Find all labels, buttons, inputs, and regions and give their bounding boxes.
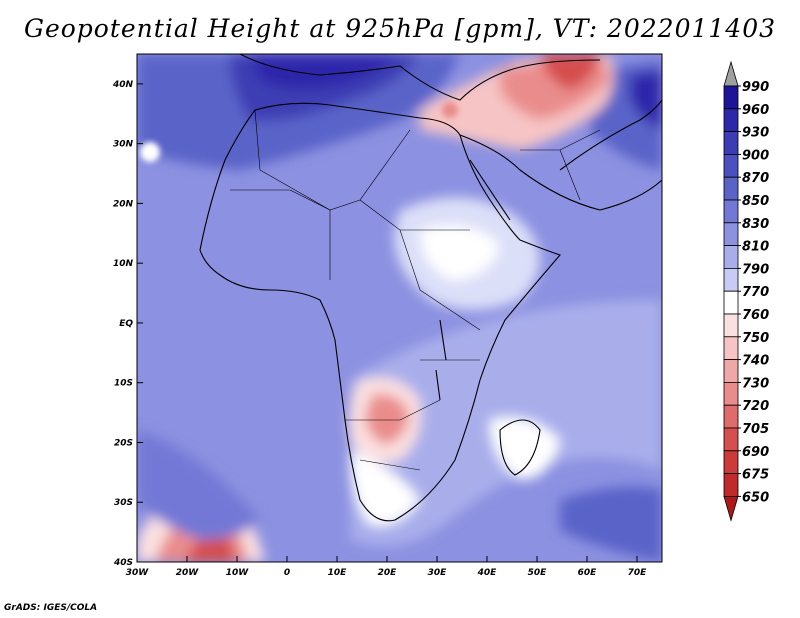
lon-tick-label: 40E: [477, 568, 498, 578]
colorbar-label: 690: [742, 445, 769, 460]
colorbar-swatch: [723, 199, 739, 224]
colorbar-label: 675: [742, 468, 769, 483]
field-band-850-se: [560, 486, 662, 562]
colorbar-swatch: [723, 427, 739, 452]
coastlines: [199, 54, 662, 522]
lat-tick-label: 30S: [114, 498, 133, 508]
border-misc: [230, 189, 481, 361]
colorbar-top-arrow: [723, 60, 739, 87]
lon-tick-label: 70E: [628, 568, 648, 578]
colorbar-label: 870: [742, 171, 769, 186]
lat-tick-label: 10N: [113, 259, 134, 269]
colorbar-label: 705: [742, 422, 769, 437]
colorbar-swatch: [723, 153, 739, 178]
field-band-930-ne: [630, 70, 662, 130]
field-band-930-north: [250, 54, 400, 89]
colorbar-label: 790: [742, 262, 769, 277]
border-middle-east: [520, 129, 601, 201]
colorbar-swatch: [723, 267, 739, 292]
field-spot-levant: [442, 102, 458, 118]
red-sea-coastline: [469, 159, 511, 221]
colorbar-label: 740: [742, 354, 769, 369]
colorbar-swatch: [723, 473, 739, 497]
lon-tick-label: 20E: [378, 568, 398, 578]
lat-tick-label: 20S: [114, 438, 133, 448]
colorbar: 990 960 930 900 870 850 830 810 790 770 760 750 740 7…: [723, 60, 769, 522]
field-white-madagascar: [490, 417, 560, 480]
field-band-720-sa: [365, 394, 410, 445]
colorbar-label: 810: [742, 240, 769, 255]
colorbar-swatch: [723, 381, 739, 406]
field-white-horn: [420, 225, 500, 280]
colorbar-label: 830: [742, 217, 769, 232]
lon-tick-label: 10E: [328, 568, 348, 578]
colorbar-bottom-arrow: [723, 496, 739, 522]
field-band-830-sw: [137, 430, 260, 540]
colorbar-swatch: [723, 245, 739, 269]
persian-gulf-coastline: [559, 99, 662, 171]
colorbar-swatch: [723, 313, 739, 338]
colorbar-swatch: [723, 290, 739, 315]
colorbar-label: 730: [742, 376, 769, 391]
lat-tick-label: 10S: [114, 379, 133, 389]
lon-tick-label: 30E: [428, 568, 448, 578]
rift-lakes: [435, 319, 447, 401]
border-south: [345, 399, 441, 471]
lon-tick-label: 30W: [126, 568, 150, 578]
field-band-690-me: [540, 54, 600, 90]
colorbar-label: 900: [742, 148, 769, 163]
longitude-axis: 30W 20W 10W 0 10E 20E 30E 40E 50E 60E 70E: [126, 556, 647, 578]
field-spot-azores: [140, 142, 160, 162]
colorbar-swatch: [723, 85, 739, 110]
mediterranean-coastline: [239, 54, 601, 101]
colorbar-label: 650: [742, 490, 769, 505]
lat-tick-label: 30N: [113, 140, 134, 150]
latitude-axis: 40N 30N 20N 10N EQ 10S 20S 30S 40S: [112, 80, 143, 568]
colorbar-label: 760: [742, 308, 769, 323]
colorbar-swatch: [723, 108, 739, 133]
colorbar-label: 750: [742, 331, 769, 346]
colorbar-swatch: [723, 176, 739, 201]
colorbar-label: 720: [742, 399, 769, 414]
country-borders: [230, 109, 601, 471]
colorbar-swatch: [723, 131, 739, 155]
madagascar-coastline: [499, 419, 541, 476]
arabia-coastline: [459, 134, 662, 211]
lat-tick-label: EQ: [119, 319, 133, 329]
chart-title: Geopotential Height at 925hPa [gpm], VT:…: [23, 14, 777, 43]
lon-tick-label: 0: [284, 568, 290, 578]
lon-tick-label: 60E: [578, 568, 598, 578]
colorbar-label: 930: [742, 126, 769, 141]
africa-coastline: [199, 102, 561, 522]
colorbar-swatch: [723, 359, 739, 383]
field-white-south: [350, 450, 420, 526]
lat-tick-label: 40N: [112, 80, 134, 90]
lon-tick-label: 10W: [226, 568, 250, 578]
colorbar-label: 990: [742, 80, 769, 95]
colorbar-swatch: [723, 336, 739, 360]
colorbar-label: 850: [742, 194, 769, 209]
grads-credit: GrADS: IGES/COLA: [4, 603, 98, 613]
lon-tick-label: 20W: [176, 568, 200, 578]
colorbar-swatch: [723, 222, 739, 247]
height-field: [137, 54, 662, 562]
lat-tick-label: 40S: [113, 558, 133, 568]
lon-tick-label: 50E: [528, 568, 548, 578]
colorbar-swatch: [723, 404, 739, 429]
lat-tick-label: 20N: [113, 199, 134, 209]
colorbar-label: 960: [742, 103, 769, 118]
border-central: [329, 199, 470, 291]
colorbar-swatch: [723, 450, 739, 474]
colorbar-label: 770: [742, 285, 769, 300]
plot-frame: [136, 53, 663, 563]
